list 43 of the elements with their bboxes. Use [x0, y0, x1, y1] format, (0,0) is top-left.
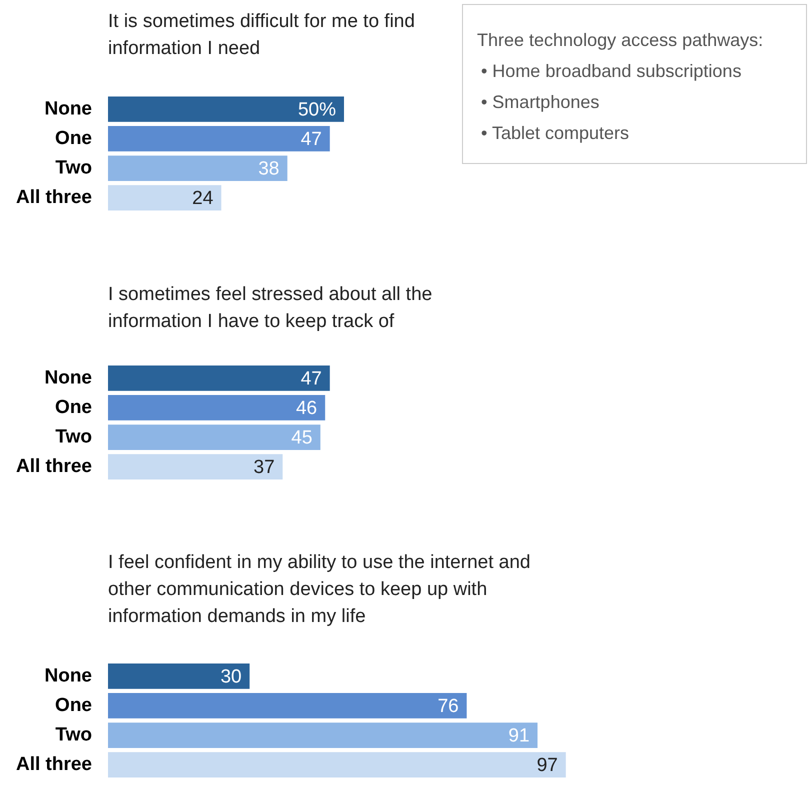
y-tick-label: None — [44, 665, 92, 686]
bar — [108, 96, 344, 122]
text: • Home broadband subscriptions — [480, 60, 742, 83]
bar — [108, 185, 222, 211]
bar — [108, 156, 288, 181]
bar — [108, 454, 283, 480]
data-label: 91 — [508, 726, 530, 747]
y-tick-label: All three — [16, 187, 92, 208]
chart-title: It is sometimes difficult for me to find information I need — [108, 10, 416, 61]
y-tick-label: Two — [55, 158, 92, 179]
y-tick-label: One — [55, 128, 92, 149]
y-tick-label: Two — [55, 426, 92, 448]
data-label: 37 — [254, 457, 275, 478]
text: • Smartphones — [480, 91, 600, 114]
y-tick-label: One — [55, 396, 92, 418]
data-label: 97 — [536, 755, 558, 776]
text: • Tablet computers — [480, 122, 630, 145]
chart-title: I feel confident in my ability to use the internet and other communication devices to keep up with information demands in my life — [108, 551, 532, 629]
bar — [108, 663, 250, 689]
data-label: 30 — [220, 666, 242, 688]
data-label: 47 — [300, 368, 322, 390]
bar — [108, 693, 467, 718]
chart-title: I sometimes feel stressed about all the information I have to keep track of — [108, 283, 434, 334]
y-tick-label: Two — [55, 724, 92, 746]
bar — [108, 365, 330, 391]
data-label: 50% — [298, 99, 336, 120]
bar — [108, 424, 320, 450]
bar — [108, 395, 326, 420]
data-label: 45 — [291, 428, 312, 449]
data-label: 47 — [300, 128, 322, 150]
data-label: 46 — [296, 398, 318, 419]
data-label: 24 — [192, 188, 214, 210]
y-tick-label: All three — [16, 456, 92, 478]
data-label: 38 — [258, 158, 280, 180]
y-tick-label: None — [44, 367, 92, 388]
bar — [108, 752, 566, 778]
bar — [108, 722, 538, 748]
bar — [108, 126, 330, 152]
text: Three technology access pathways: — [477, 29, 764, 52]
y-tick-label: One — [55, 694, 92, 716]
data-label: 76 — [438, 696, 459, 717]
y-tick-label: All three — [16, 754, 92, 776]
y-tick-label: None — [44, 98, 92, 120]
